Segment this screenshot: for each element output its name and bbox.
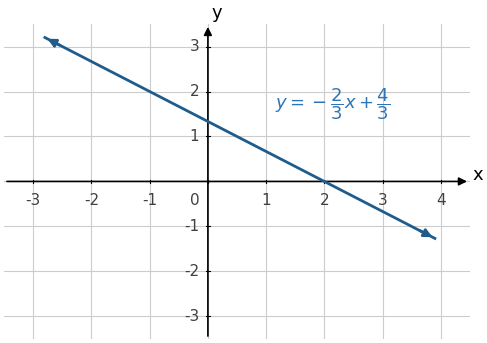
Text: 0: 0 bbox=[189, 193, 199, 208]
Text: 1: 1 bbox=[262, 193, 271, 208]
Text: 1: 1 bbox=[189, 129, 199, 144]
Text: 2: 2 bbox=[189, 84, 199, 99]
Text: 3: 3 bbox=[377, 193, 388, 208]
Text: x: x bbox=[473, 166, 484, 184]
Text: -3: -3 bbox=[184, 309, 199, 324]
Text: -3: -3 bbox=[26, 193, 41, 208]
Text: 3: 3 bbox=[189, 39, 199, 54]
Text: $y = -\dfrac{2}{3}x + \dfrac{4}{3}$: $y = -\dfrac{2}{3}x + \dfrac{4}{3}$ bbox=[275, 86, 390, 122]
Text: 2: 2 bbox=[319, 193, 329, 208]
Text: 4: 4 bbox=[436, 193, 446, 208]
Text: -1: -1 bbox=[184, 219, 199, 234]
Text: y: y bbox=[211, 4, 222, 22]
Text: -2: -2 bbox=[84, 193, 99, 208]
Text: -1: -1 bbox=[142, 193, 157, 208]
Text: -2: -2 bbox=[184, 264, 199, 279]
